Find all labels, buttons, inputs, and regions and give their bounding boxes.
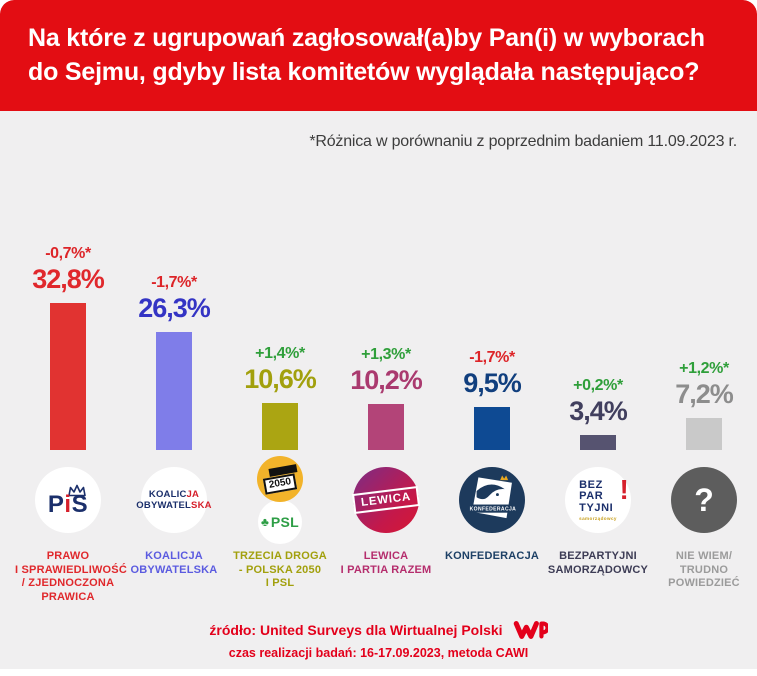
value-label: 9,5%: [463, 368, 522, 399]
pis-logo-circle: PiS: [35, 467, 101, 533]
bar-column-trzecia-droga: +1,4%* 10,6%: [227, 344, 333, 450]
unknown-logo: ?: [651, 454, 757, 546]
party-label-lewica: LEWICA I PARTIA RAZEM: [340, 550, 432, 576]
value-label: 10,2%: [350, 365, 423, 396]
clover-icon: ♣: [260, 515, 269, 529]
bar-column-bezpartyjni: +0,2%* 3,4%: [545, 377, 651, 450]
eagle-icon: KONFEDERACJA: [470, 475, 517, 519]
party-label-bezpartyjni: BEZPARTYJNI SAMORZĄDOWCY: [547, 550, 649, 576]
bar: [262, 402, 298, 450]
bezpartyjni-logo-text: BEZ PAR TYJNI ! samorządowcy: [579, 473, 629, 521]
value-label: 32,8%: [32, 264, 105, 295]
bar: [580, 434, 616, 450]
party-label-konfederacja: KONFEDERACJA: [444, 550, 540, 562]
bar: [368, 404, 404, 450]
value-label: 10,6%: [244, 363, 317, 394]
title-line-2: do Sejmu, gdyby lista komitetów wyglądał…: [28, 58, 700, 86]
bar-column-nie-wiem: +1,2%* 7,2%: [651, 360, 757, 450]
exclamation-icon: !: [619, 473, 629, 505]
bar-chart: -0,7%* 32,8% -1,7%* 26,3% +1,4%* 10,6% +…: [15, 158, 757, 450]
source-text: źródło: United Surveys dla Wirtualnej Po…: [209, 622, 503, 638]
question-mark-icon: ?: [694, 481, 714, 518]
change-label: +1,2%*: [679, 359, 729, 377]
bar-column-ko: -1,7%* 26,3%: [121, 274, 227, 450]
ko-logo-line2: OBYWATELSKA: [136, 500, 212, 511]
change-label: +1,3%*: [361, 346, 411, 364]
bar-column-lewica: +1,3%* 10,2%: [333, 346, 439, 450]
change-label: +0,2%*: [573, 376, 623, 394]
value-label: 7,2%: [675, 378, 734, 409]
party-logos-row: PiS KOALICJA OBYWATELSKA 2050 ♣ PSL: [15, 454, 757, 546]
bar-column-konfederacja: -1,7%* 9,5%: [439, 349, 545, 450]
value-label: 26,3%: [138, 293, 211, 324]
ko-logo-circle: KOALICJA OBYWATELSKA: [136, 467, 212, 533]
bar: [474, 407, 510, 450]
crown-icon: [68, 484, 86, 497]
bar: [156, 332, 192, 450]
change-label: +1,4%*: [255, 344, 305, 362]
wp-logo: [512, 619, 548, 641]
bottom-strip: [0, 669, 757, 676]
source-line: źródło: United Surveys dla Wirtualnej Po…: [209, 619, 548, 641]
trzecia-droga-logos: 2050 ♣ PSL: [227, 454, 333, 546]
value-label: 3,4%: [569, 395, 628, 426]
bezpartyjni-logo-circle: BEZ PAR TYJNI ! samorządowcy: [565, 467, 631, 533]
header-banner: Na które z ugrupowań zagłosował(a)by Pan…: [0, 0, 757, 111]
party-label-nie-wiem: NIE WIEM/TRUDNO POWIEDZIEĆ: [668, 550, 740, 589]
party-label-trzecia-droga: TRZECIA DROGA - POLSKA 2050 I PSL: [233, 550, 327, 589]
trzecia-droga-logo-stack: 2050 ♣ PSL: [257, 456, 303, 544]
lewica-logo-text: LEWICA: [351, 486, 421, 514]
question-circle: ?: [671, 467, 737, 533]
page-title: Na które z ugrupowań zagłosował(a)by Pan…: [28, 21, 729, 89]
change-label: -1,7%*: [151, 274, 197, 292]
ko-logo: KOALICJA OBYWATELSKA: [121, 454, 227, 546]
psl-logo-text: PSL: [270, 514, 299, 530]
change-label: -0,7%*: [45, 245, 91, 263]
bar: [686, 417, 722, 450]
konfederacja-logo: KONFEDERACJA: [439, 454, 545, 546]
lewica-logo-circle: LEWICA: [351, 467, 421, 533]
konfederacja-logo-circle: KONFEDERACJA: [459, 467, 525, 533]
footer: źródło: United Surveys dla Wirtualnej Po…: [0, 619, 757, 660]
comparison-note: *Różnica w porównaniu z poprzednim badan…: [309, 133, 737, 150]
psl-logo: ♣ PSL: [258, 500, 302, 544]
change-label: -1,7%*: [469, 349, 515, 367]
bar-column-pis: -0,7%* 32,8%: [15, 245, 121, 450]
bar: [50, 303, 86, 450]
title-line-1: Na które z ugrupowań zagłosował(a)by Pan…: [28, 24, 705, 52]
polska-2050-logo-text: 2050: [262, 472, 298, 495]
ko-logo-line1: KOALICJA: [148, 488, 200, 500]
bezpartyjni-logo: BEZ PAR TYJNI ! samorządowcy: [545, 454, 651, 546]
lewica-logo: LEWICA: [333, 454, 439, 546]
polska-2050-logo: 2050: [257, 456, 303, 502]
party-label-ko: KOALICJA OBYWATELSKA: [130, 550, 218, 576]
pis-logo: PiS: [15, 454, 121, 546]
party-label-pis: PRAWO I SPRAWIEDLIWOŚĆ / ZJEDNOCZONA PRAWI…: [15, 550, 127, 603]
survey-details: czas realizacji badań: 16-17.09.2023, me…: [228, 646, 529, 660]
party-labels-row: PRAWO I SPRAWIEDLIWOŚĆ / ZJEDNOCZONA PRAWI…: [15, 550, 757, 604]
svg-text:KONFEDERACJA: KONFEDERACJA: [470, 507, 517, 513]
pis-logo-text: PiS: [47, 491, 89, 518]
